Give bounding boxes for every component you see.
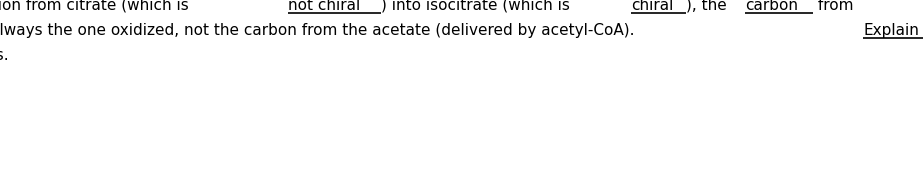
Text: how this happens.: how this happens. <box>0 48 9 63</box>
Text: Explain: Explain <box>863 23 919 38</box>
Text: chiral: chiral <box>631 0 674 13</box>
Text: not chiral: not chiral <box>288 0 360 13</box>
Text: 5. In the conversion from citrate (which is: 5. In the conversion from citrate (which… <box>0 0 194 13</box>
Text: from: from <box>813 0 854 13</box>
Text: carbon: carbon <box>745 0 797 13</box>
Text: ), the: ), the <box>686 0 732 13</box>
Text: ) into isocitrate (which is: ) into isocitrate (which is <box>381 0 575 13</box>
Text: oxaloacetate is always the one oxidized, not the carbon from the acetate (delive: oxaloacetate is always the one oxidized,… <box>0 23 640 38</box>
